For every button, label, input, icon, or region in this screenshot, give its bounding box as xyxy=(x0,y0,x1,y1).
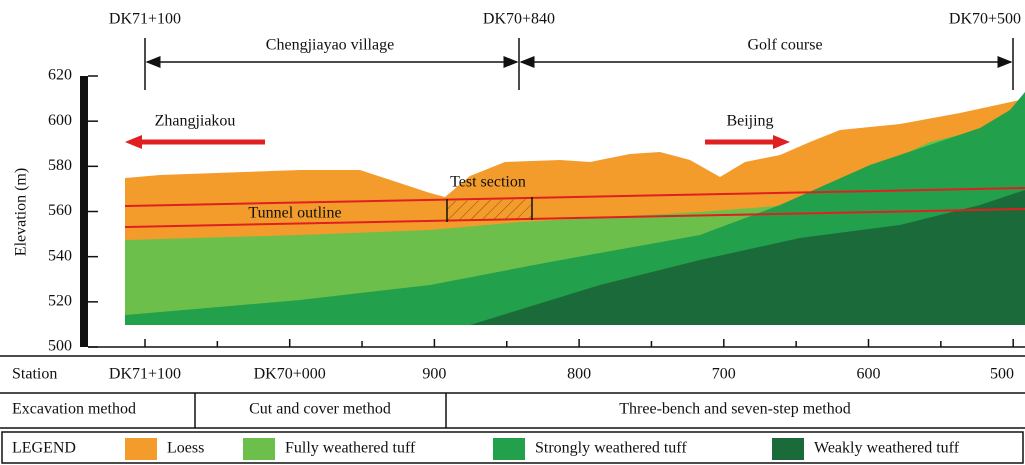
legend-label: Loess xyxy=(167,440,204,457)
legend-title: LEGEND xyxy=(12,440,76,457)
marker-label: DK70+840 xyxy=(483,11,555,28)
legend-swatch xyxy=(772,438,804,460)
tick-label: 600 xyxy=(48,112,72,129)
row-label: Station xyxy=(12,366,57,383)
tunnel-line xyxy=(124,208,1025,228)
tunnel-label: Tunnel outline xyxy=(248,205,341,222)
tick-label: 580 xyxy=(48,157,72,174)
tick-label: 520 xyxy=(48,293,72,310)
marker-label: DK71+100 xyxy=(109,11,181,28)
row-label: Excavation method xyxy=(12,401,136,418)
direction-label: Zhangjiakou xyxy=(155,113,236,130)
method-label: Three-bench and seven-step method xyxy=(619,401,850,418)
tick-label: 560 xyxy=(48,202,72,219)
station-label: 600 xyxy=(857,366,881,383)
station-ticks: DK71+100 DK70+000 900 800 700 600 500 xyxy=(109,339,1014,383)
station-label: 800 xyxy=(567,366,591,383)
legend-box xyxy=(1,431,1024,464)
zone-label: Golf course xyxy=(747,37,822,54)
arrowhead xyxy=(125,135,142,149)
tick-label: 620 xyxy=(48,67,72,84)
station-label: DK70+000 xyxy=(254,366,326,383)
weakly-weathered-layer xyxy=(470,190,1025,325)
legend-swatch xyxy=(125,438,157,460)
station-label: 900 xyxy=(422,366,446,383)
direction-label: Beijing xyxy=(726,113,773,130)
legend-swatch xyxy=(493,438,525,460)
axis-title: Elevation (m) xyxy=(13,168,30,256)
zone-label: Chengjiayao village xyxy=(266,37,394,54)
elevation-ticks: 500 520 540 560 580 600 620 xyxy=(48,67,98,355)
station-label: DK71+100 xyxy=(109,366,181,383)
tick-label: 540 xyxy=(48,247,72,264)
test-section-label: Test section xyxy=(450,174,526,191)
legend-label: Fully weathered tuff xyxy=(285,440,416,457)
arrowhead xyxy=(773,135,790,149)
test-section xyxy=(447,199,532,221)
legend-swatch xyxy=(243,438,275,460)
layers xyxy=(125,92,1025,325)
legend: Loess Fully weathered tuff Strongly weathe… xyxy=(125,438,960,460)
marker-label: DK70+500 xyxy=(949,11,1021,28)
station-label: 500 xyxy=(990,366,1014,383)
method-label: Cut and cover method xyxy=(249,401,391,418)
station-label: 700 xyxy=(712,366,736,383)
tunnel-line xyxy=(124,187,1025,207)
elevation-bar xyxy=(80,76,88,347)
legend-label: Weakly weathered tuff xyxy=(814,440,960,457)
legend-label: Strongly weathered tuff xyxy=(535,440,687,457)
tick-label: 500 xyxy=(48,338,72,355)
